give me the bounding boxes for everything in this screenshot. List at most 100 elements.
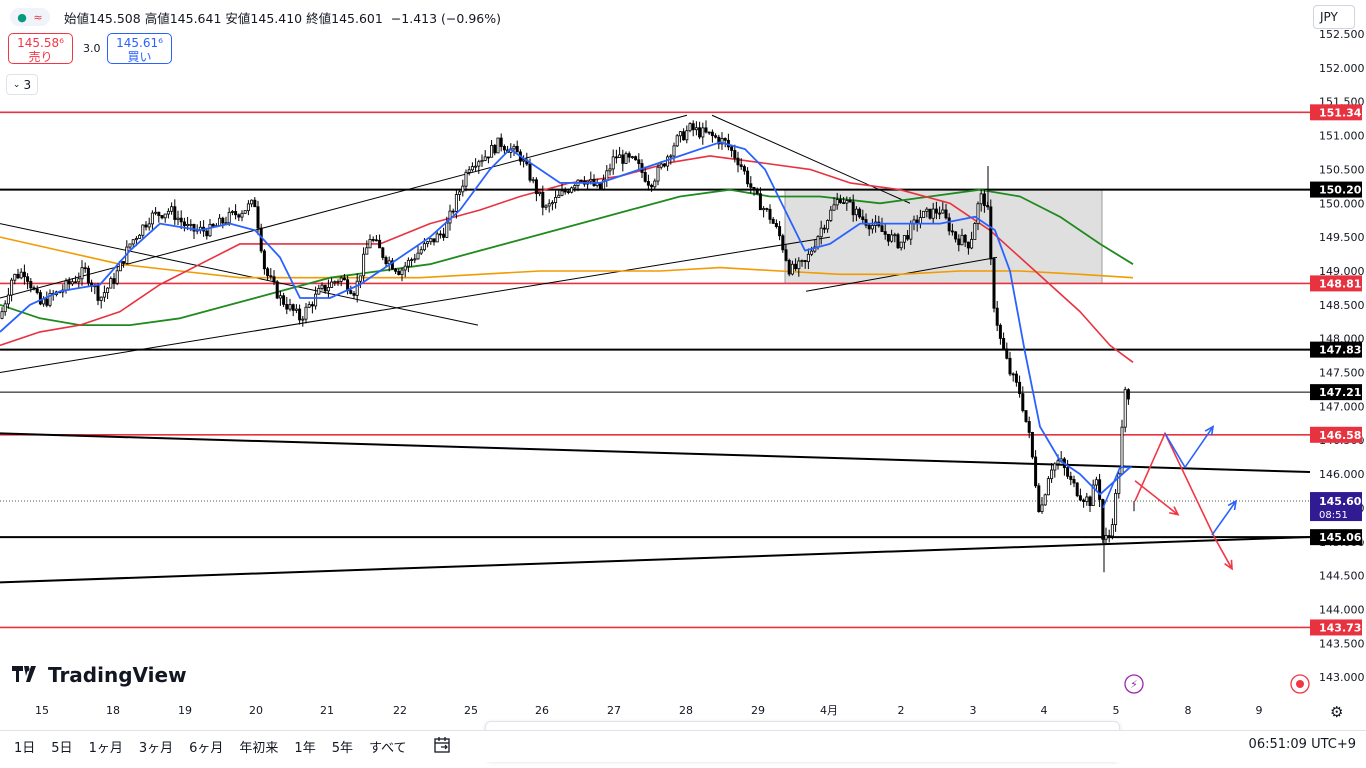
candle-body [678,131,682,137]
candle-body [704,127,708,133]
candle-body [493,145,497,154]
range-button[interactable]: 1ヶ月 [88,741,123,756]
candle-body [899,241,903,249]
candle-body [435,233,439,243]
range-button[interactable]: 年初来 [239,741,279,756]
candle-body [630,156,634,159]
last-price-countdown: 08:51 [1319,510,1348,521]
candle-body [13,273,17,281]
tradingview-logo: TradingView [12,663,187,687]
range-button[interactable]: 5日 [51,741,73,756]
candle-body [1075,482,1079,497]
candle-body [1043,494,1047,506]
candle-body [179,217,183,223]
moving-average-long [0,236,1134,279]
candle-body [550,202,554,205]
candle-body [819,227,823,238]
candle-body [381,247,385,258]
candle-body [730,146,734,151]
candle-body [1072,479,1076,484]
candle-body [86,267,90,284]
candle-body [176,217,180,220]
indicator-collapse-button[interactable]: ⌄ 3 [6,74,38,95]
candle-body [976,203,980,225]
candle-body [112,278,116,284]
gear-icon[interactable]: ⚙ [1330,703,1344,721]
candle-body [816,236,820,248]
candle-body [957,238,961,246]
candle-body [282,295,286,305]
candle-body [502,146,506,151]
candle-body [131,239,135,245]
last-price-tag [1310,492,1362,522]
projection-blue-3-head [1227,499,1238,511]
candle-body [624,153,628,164]
candle-body [138,234,142,239]
wave-icon: ≈ [33,10,43,24]
level-price-tag [1310,384,1362,401]
range-button[interactable]: 6ヶ月 [189,741,224,756]
candle-body [170,206,174,212]
candle-body [480,159,484,163]
candle-body [275,281,279,299]
candle-body [685,130,689,141]
buy-button[interactable]: 145.61⁶ 買い [107,33,172,64]
x-tick-label: 4 [1041,704,1048,717]
candle-body [474,165,478,168]
candle-body [499,137,503,147]
candle-body [538,191,542,195]
level-price-tag [1310,104,1362,121]
range-button[interactable]: 5年 [331,741,353,756]
candle-body [1094,479,1098,486]
sell-button[interactable]: 145.58⁶ 売り [8,33,73,64]
candle-body [1050,469,1054,480]
candle-body [29,281,33,289]
candle-body [163,213,167,219]
candle-body [1056,460,1060,465]
candle-body [426,241,430,245]
range-button[interactable]: すべて [368,741,407,756]
level-price-tag [1310,181,1362,198]
level-price-tag-label: 143.734 [1319,621,1366,634]
candle-body [147,223,151,228]
candle-body [390,260,394,270]
candle-body [339,277,343,282]
candle-body [515,145,519,153]
candle-body [893,234,897,237]
price-chart[interactable]: 152.500152.000151.500151.000150.500150.0… [0,0,1366,730]
level-price-tag-label: 145.068 [1319,531,1366,544]
candle-body [80,267,84,280]
y-tick-label: 149.000 [1319,265,1365,278]
projection-red-head [1224,559,1233,571]
calendar-goto-icon[interactable] [433,736,451,758]
candle-body [77,278,81,283]
candle-body [528,163,532,181]
moving-average-fast [0,141,1131,496]
y-tick-label: 144.000 [1319,603,1365,616]
candle-body [787,259,791,275]
range-button[interactable]: 1日 [14,741,36,756]
candle-body [963,234,967,243]
candle-body [931,208,935,219]
candle-body [637,159,641,164]
candle-body [48,292,52,306]
candle-body [781,235,785,251]
candle-body [803,260,807,263]
candle-body [122,261,126,264]
low-value: 145.410 [250,10,303,26]
lightning-glyph-icon: ⚡ [1130,678,1138,691]
candle-body [269,275,273,278]
range-button[interactable]: 3ヶ月 [138,741,174,756]
candle-body [688,123,692,132]
candle-body [477,161,481,167]
candle-body [742,166,746,172]
range-button[interactable]: 1年 [294,741,316,756]
candle-body [218,217,222,227]
candle-body [714,135,718,138]
projection-red [1134,431,1233,570]
y-tick-label: 143.000 [1319,671,1365,684]
currency-selector[interactable]: JPY [1313,5,1355,29]
candle-body [605,170,609,181]
candle-body [531,179,535,182]
clock-readout[interactable]: 06:51:09 UTC+9 [1248,737,1356,752]
